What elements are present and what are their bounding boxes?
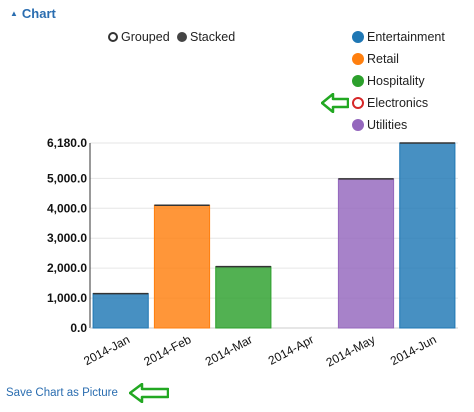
legend-item-retail[interactable]: Retail	[352, 52, 399, 66]
legend-swatch-icon	[352, 53, 364, 65]
x-tick-label: 2014-May	[324, 332, 378, 369]
y-tick-label: 5,000.0	[47, 171, 87, 185]
radio-unchecked-icon	[108, 32, 118, 42]
grouped-radio[interactable]: Grouped	[108, 30, 170, 44]
x-tick-label: 2014-Apr	[266, 332, 316, 368]
bar	[215, 266, 272, 329]
legend-label: Utilities	[367, 118, 408, 132]
legend-label: Hospitality	[367, 74, 425, 88]
stacked-radio[interactable]: Stacked	[177, 30, 235, 44]
legend-item-hospitality[interactable]: Hospitality	[352, 74, 425, 88]
y-tick-label: 0.0	[70, 321, 87, 335]
legend-item-electronics[interactable]: Electronics	[352, 96, 428, 110]
y-tick-label: 1,000.0	[47, 291, 87, 305]
legend-swatch-icon	[352, 97, 364, 109]
x-tick-label: 2014-Feb	[141, 332, 193, 369]
callout-arrow-icon	[129, 383, 169, 403]
legend-swatch-icon	[352, 31, 364, 43]
x-tick-label: 2014-Jan	[81, 332, 132, 368]
y-tick-label: 3,000.0	[47, 231, 87, 245]
legend-swatch-icon	[352, 119, 364, 131]
legend-item-entertainment[interactable]: Entertainment	[352, 30, 445, 44]
x-tick-label: 2014-Jun	[388, 332, 439, 368]
y-tick-label: 6,180.0	[47, 136, 87, 150]
legend-label: Electronics	[367, 96, 429, 110]
bar	[337, 178, 395, 329]
radio-checked-icon	[177, 32, 187, 42]
y-tick-label: 2,000.0	[47, 261, 87, 275]
callout-arrow-icon	[321, 93, 349, 113]
x-tick-label: 2014-Mar	[203, 332, 255, 368]
bar	[153, 204, 211, 329]
bar	[399, 142, 456, 329]
bar	[92, 293, 149, 329]
legend-swatch-icon	[352, 75, 364, 87]
grouped-label: Grouped	[121, 30, 170, 44]
legend-label: Retail	[367, 52, 399, 66]
stacked-label: Stacked	[190, 30, 236, 44]
legend-label: Entertainment	[367, 30, 445, 44]
save-chart-link[interactable]: Save Chart as Picture	[6, 387, 118, 399]
chart-header-title: Chart	[21, 6, 56, 21]
y-tick-label: 4,000.0	[47, 201, 87, 215]
legend-item-utilities[interactable]: Utilities	[352, 118, 407, 132]
chart-collapse-toggle[interactable]: ▲ Chart	[10, 6, 56, 21]
caret-up-icon: ▲	[10, 9, 18, 18]
